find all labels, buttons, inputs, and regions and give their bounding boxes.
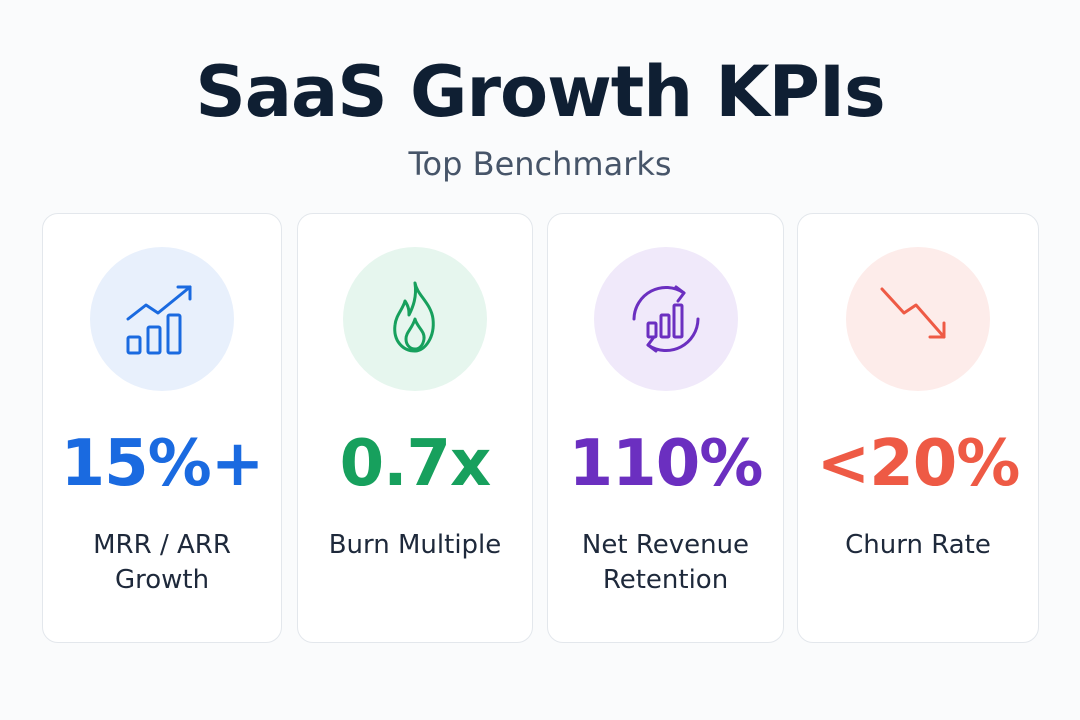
icon-circle [90,247,234,391]
kpi-card-net-revenue-retention: 110% Net Revenue Retention [547,213,784,643]
kpi-label-line: Churn Rate [845,530,991,560]
icon-circle [846,247,990,391]
kpi-card-burn-multiple: 0.7x Burn Multiple [297,213,533,643]
retention-cycle-icon [632,285,699,353]
kpi-label-line: Burn Multiple [328,530,502,560]
kpi-value: 0.7x [339,427,492,501]
kpi-card-mrr-arr-growth: 15%+ MRR / ARR Growth [42,213,282,643]
page-subtitle: Top Benchmarks [408,145,672,183]
kpi-card-grid: 15%+ MRR / ARR Growth 0.7x Burn Multiple [42,213,1039,645]
trend-down-icon [880,287,946,339]
icon-circle [593,247,738,391]
icon-circle [343,247,487,391]
kpi-label: MRR / ARR Growth [53,528,271,598]
kpi-value: 110% [568,427,764,501]
page-title: SaaS Growth KPIs [195,51,885,133]
kpi-label-line: Net Revenue [581,530,750,560]
kpi-label: Net Revenue Retention [558,528,773,598]
kpi-card-churn-rate: <20% Churn Rate [797,213,1039,643]
kpi-value: <20% [816,427,1021,501]
kpi-label-line: Retention [602,565,729,595]
flame-icon [393,281,435,353]
kpi-label: Churn Rate [808,528,1028,563]
kpi-value: 15%+ [60,427,265,501]
kpi-label: Burn Multiple [308,528,522,563]
kpi-label-line: MRR / ARR [93,530,231,560]
kpi-label-line: Growth [114,565,210,595]
growth-chart-icon [126,285,192,355]
